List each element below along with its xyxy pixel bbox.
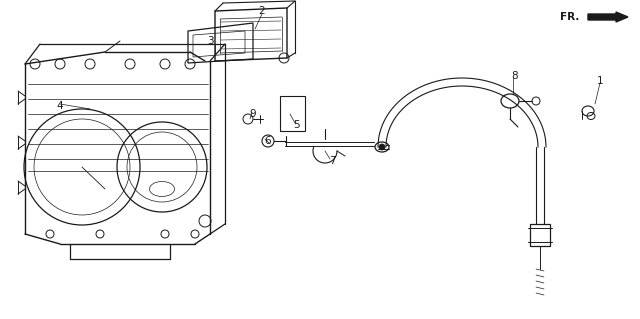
Text: 3: 3	[207, 36, 213, 46]
Text: 2: 2	[259, 6, 266, 16]
Text: 9: 9	[250, 109, 256, 119]
Circle shape	[379, 144, 385, 150]
Text: 8: 8	[512, 71, 518, 81]
Text: 5: 5	[292, 120, 300, 130]
Text: 1: 1	[596, 76, 604, 86]
FancyArrow shape	[588, 12, 628, 22]
Text: 4: 4	[57, 101, 63, 111]
Text: 7: 7	[329, 156, 335, 166]
Text: FR.: FR.	[560, 12, 579, 22]
Text: 6: 6	[265, 136, 271, 146]
